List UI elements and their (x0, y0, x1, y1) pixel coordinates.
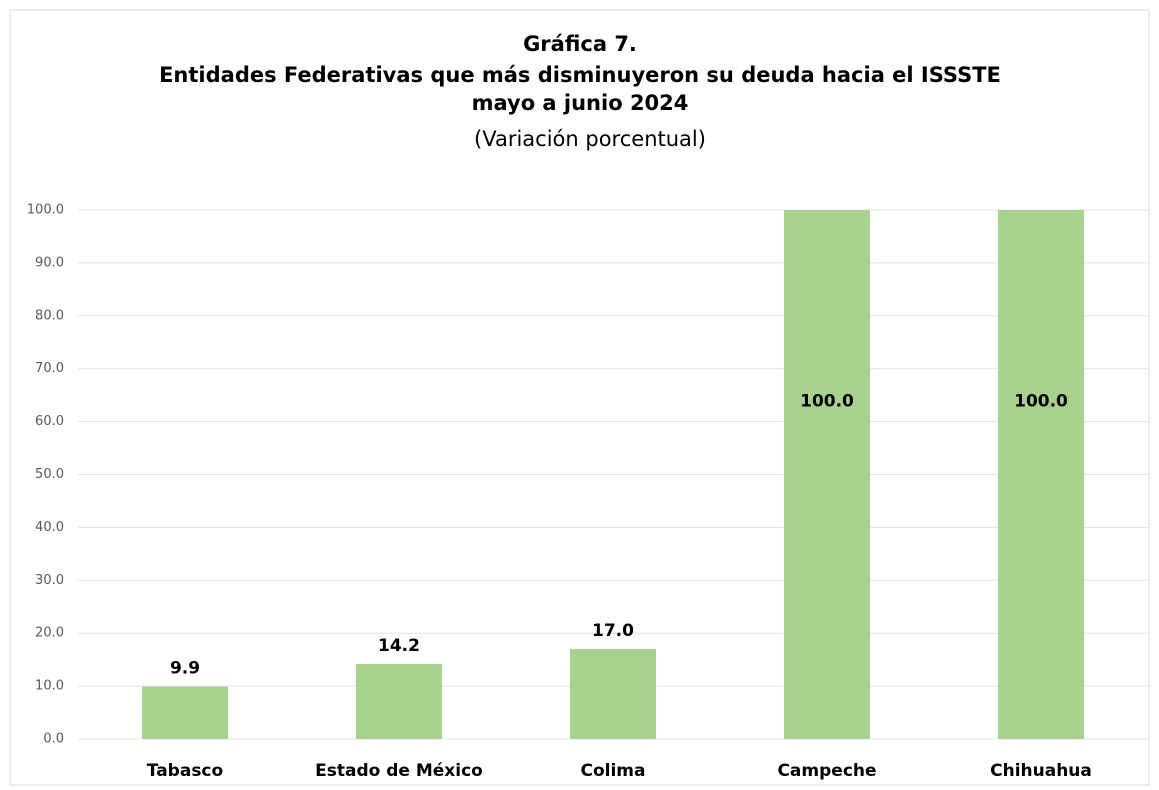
y-tick-label: 0.0 (43, 732, 64, 747)
value-label: 14.2 (378, 636, 420, 656)
x-tick-label: Chihuahua (990, 761, 1092, 781)
bar (784, 210, 870, 739)
y-tick-label: 60.0 (35, 414, 64, 429)
chart-title: Entidades Federativas que más disminuyer… (159, 63, 1001, 87)
bar (356, 663, 442, 739)
chart-title: Gráfica 7. (523, 32, 637, 56)
y-tick-label: 40.0 (35, 520, 64, 535)
x-tick-label: Campeche (777, 761, 876, 781)
chart-subtitle: (Variación porcentual) (474, 127, 706, 151)
x-tick-label: Tabasco (147, 761, 223, 781)
x-tick-label: Colima (581, 761, 646, 781)
y-tick-label: 70.0 (35, 361, 64, 376)
value-label: 9.9 (170, 659, 200, 679)
bar (570, 649, 656, 739)
y-tick-label: 90.0 (35, 255, 64, 270)
bar (142, 686, 228, 739)
y-tick-label: 80.0 (35, 308, 64, 323)
x-tick-label: Estado de México (315, 761, 483, 781)
chart-title: mayo a junio 2024 (472, 91, 689, 115)
value-label: 17.0 (592, 621, 634, 641)
value-label: 100.0 (800, 392, 854, 412)
y-tick-label: 10.0 (35, 679, 64, 694)
y-tick-label: 30.0 (35, 573, 64, 588)
value-label: 100.0 (1014, 392, 1068, 412)
y-tick-label: 50.0 (35, 467, 64, 482)
y-tick-label: 100.0 (27, 203, 64, 218)
y-tick-label: 20.0 (35, 626, 64, 641)
bar (998, 210, 1084, 739)
